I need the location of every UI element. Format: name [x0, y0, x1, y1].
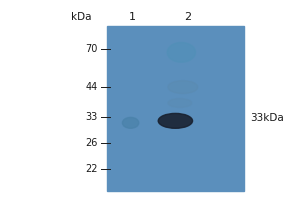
- Text: 22: 22: [85, 164, 98, 174]
- Text: 33kDa: 33kDa: [250, 113, 284, 123]
- Ellipse shape: [167, 42, 196, 62]
- Text: kDa: kDa: [71, 12, 92, 22]
- Text: 70: 70: [85, 44, 98, 54]
- Ellipse shape: [168, 81, 198, 94]
- Text: 2: 2: [184, 12, 191, 22]
- Text: 26: 26: [85, 138, 98, 148]
- Ellipse shape: [158, 113, 193, 128]
- Text: 44: 44: [85, 82, 98, 92]
- Ellipse shape: [122, 117, 139, 128]
- Ellipse shape: [168, 99, 192, 107]
- Bar: [107, 26, 244, 191]
- Text: 33: 33: [85, 112, 98, 122]
- Text: 1: 1: [129, 12, 136, 22]
